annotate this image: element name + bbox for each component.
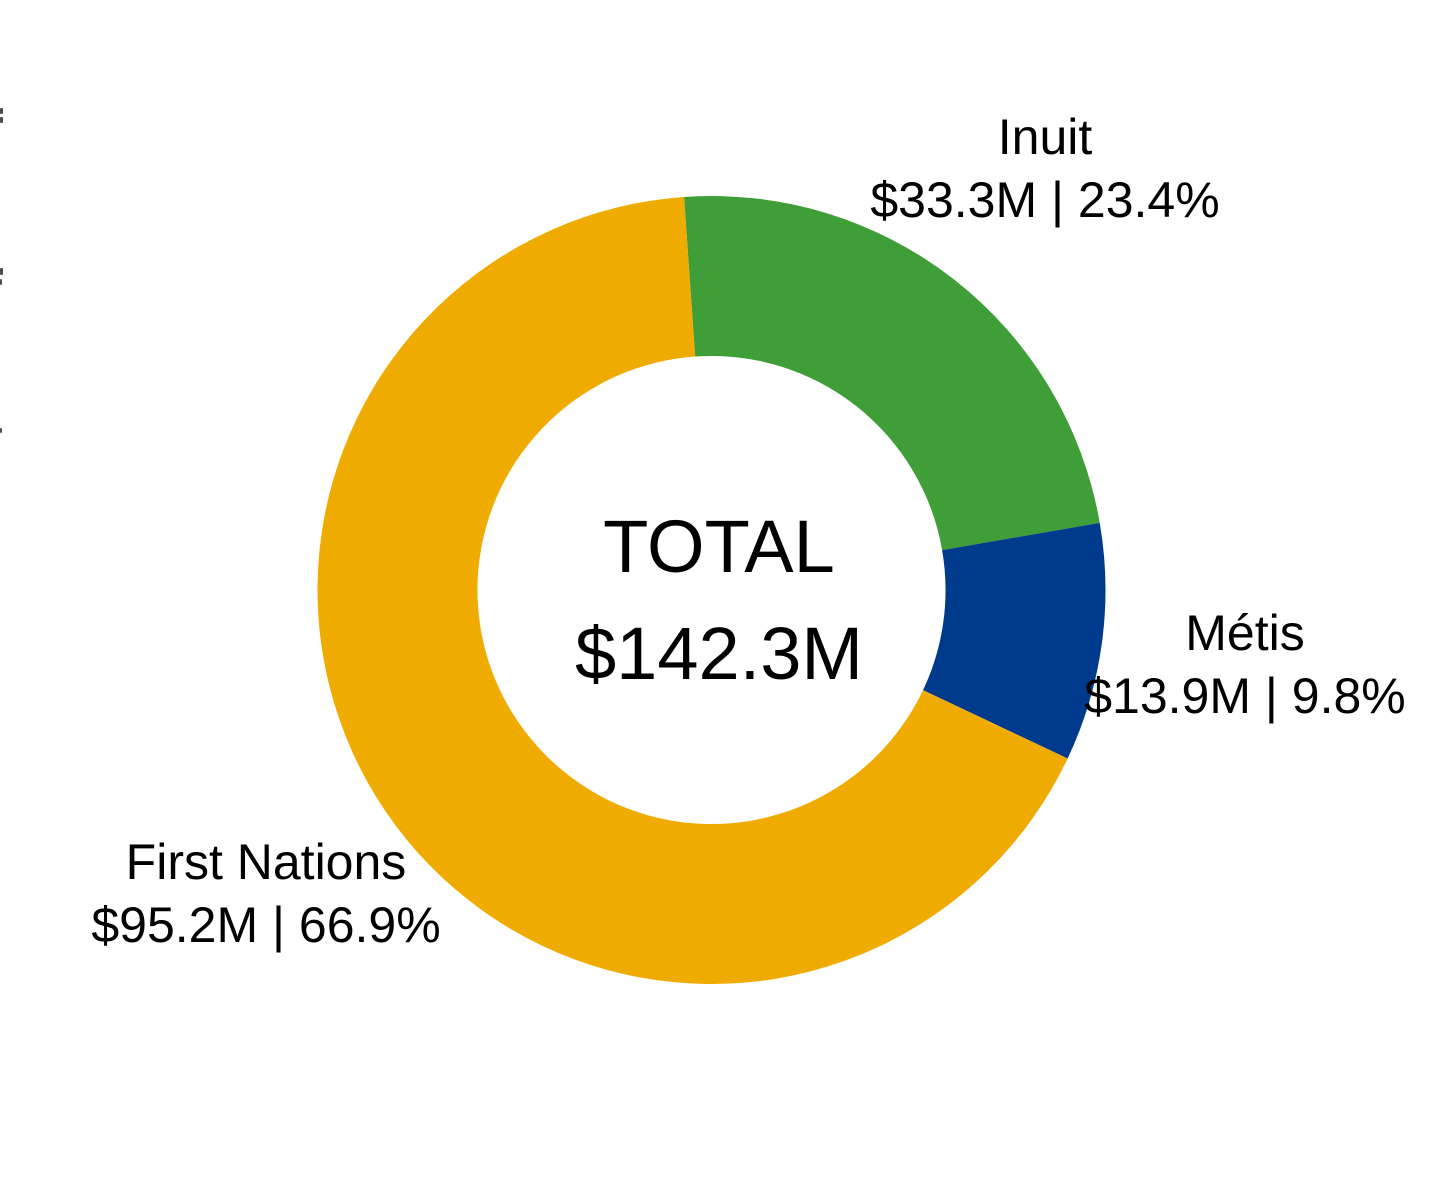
donut-center-label: TOTAL $142.3M bbox=[575, 510, 863, 691]
cropped-glyph-fragment bbox=[0, 428, 2, 433]
donut-segment-metis bbox=[923, 522, 1106, 759]
segment-label-inuit: Inuit $33.3M | 23.4% bbox=[870, 106, 1219, 232]
donut-segment-first-nations bbox=[317, 196, 1068, 985]
segment-value: $95.2M | 66.9% bbox=[91, 897, 441, 953]
cropped-glyph-fragment bbox=[0, 279, 2, 285]
cropped-glyph-fragment bbox=[0, 108, 3, 114]
segment-label-metis: Métis $13.9M | 9.8% bbox=[1084, 602, 1406, 728]
segment-name: First Nations bbox=[125, 834, 407, 890]
segment-name: Métis bbox=[1185, 605, 1305, 661]
segment-label-first-nations: First Nations $95.2M | 66.9% bbox=[91, 831, 440, 957]
segment-value: $13.9M | 9.8% bbox=[1084, 668, 1406, 724]
donut-segment-inuit bbox=[684, 196, 1100, 551]
segment-name: Inuit bbox=[997, 109, 1093, 165]
center-total-title: TOTAL bbox=[603, 505, 835, 588]
cropped-glyph-fragment bbox=[0, 268, 3, 275]
cropped-glyph-fragment bbox=[0, 117, 3, 123]
center-total-value: $142.3M bbox=[575, 612, 863, 695]
segment-value: $33.3M | 23.4% bbox=[870, 172, 1220, 228]
